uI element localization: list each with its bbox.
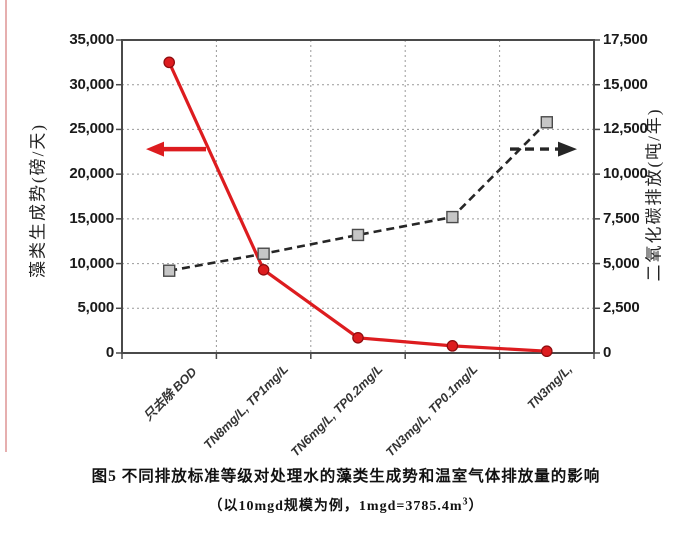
data-point-square [257, 247, 270, 260]
right-axis-arrow-head [558, 141, 577, 157]
data-point-circle [257, 264, 270, 276]
chart-svg [116, 39, 600, 359]
category-label-text: TN3mg/L, TP0.1mg/L [382, 362, 481, 460]
category-label-text: TN8mg/L, TP1mg/L [201, 362, 292, 452]
right-axis-tick-label: 17,500 [603, 31, 648, 48]
plot-area [116, 39, 600, 359]
data-point-square [163, 264, 176, 277]
right-axis-tick-label: 10,000 [603, 165, 648, 183]
series-line-right-axis [168, 121, 548, 273]
data-point-circle [446, 340, 459, 352]
right-axis-tick-label: 0 [603, 344, 612, 361]
left-axis-tick-label: 25,000 [69, 120, 114, 138]
data-point-circle [163, 56, 175, 69]
figure-caption: 图5 不同排放标准等级对处理水的藻类生成势和温室气体排放量的影响 （以10mgd… [0, 464, 692, 515]
left-axis-tick-label: 20,000 [69, 165, 114, 183]
caption-note-suffix: ） [468, 499, 484, 514]
data-point-square [446, 210, 459, 224]
caption-title: 图5 不同排放标准等级对处理水的藻类生成势和温室气体排放量的影响 [91, 468, 601, 485]
data-point-square [540, 116, 553, 129]
right-axis-tick-label: 2,500 [603, 299, 640, 317]
caption-note-superscript: 3 [462, 496, 469, 508]
data-point-square [351, 228, 365, 242]
right-axis-tick-label: 7,500 [603, 209, 640, 227]
caption-note: （以10mgd规模为例，1mgd=3785.4m3） [0, 495, 692, 515]
right-axis-title: 二氧化碳排放(吨/年) [644, 107, 664, 282]
category-label-text: 只去除 BOD [141, 364, 200, 424]
category-label-text: TN6mg/L, TP0.2mg/L [288, 362, 386, 460]
category-label-text: TN3mg/L, [524, 362, 575, 413]
right-axis-tick-label: 12,500 [603, 120, 648, 138]
left-axis-tick-label: 15,000 [69, 209, 114, 227]
right-axis-tick-label: 15,000 [603, 75, 648, 93]
caption-note-prefix: （以10mgd规模为例，1mgd=3785.4m [208, 499, 463, 514]
left-axis-tick-label: 10,000 [69, 254, 114, 272]
right-axis-tick-label: 5,000 [603, 254, 640, 272]
left-axis-arrow-head [146, 141, 164, 157]
left-axis-tick-label: 5,000 [77, 299, 114, 317]
left-axis-tick-label: 30,000 [69, 75, 114, 93]
plot-border [121, 39, 595, 354]
left-axis-tick-label: 35,000 [69, 31, 114, 48]
left-axis-tick-label: 0 [105, 344, 114, 361]
left-edge-artifact-line [5, 0, 7, 452]
data-point-circle [352, 331, 364, 344]
data-point-circle [540, 345, 553, 358]
